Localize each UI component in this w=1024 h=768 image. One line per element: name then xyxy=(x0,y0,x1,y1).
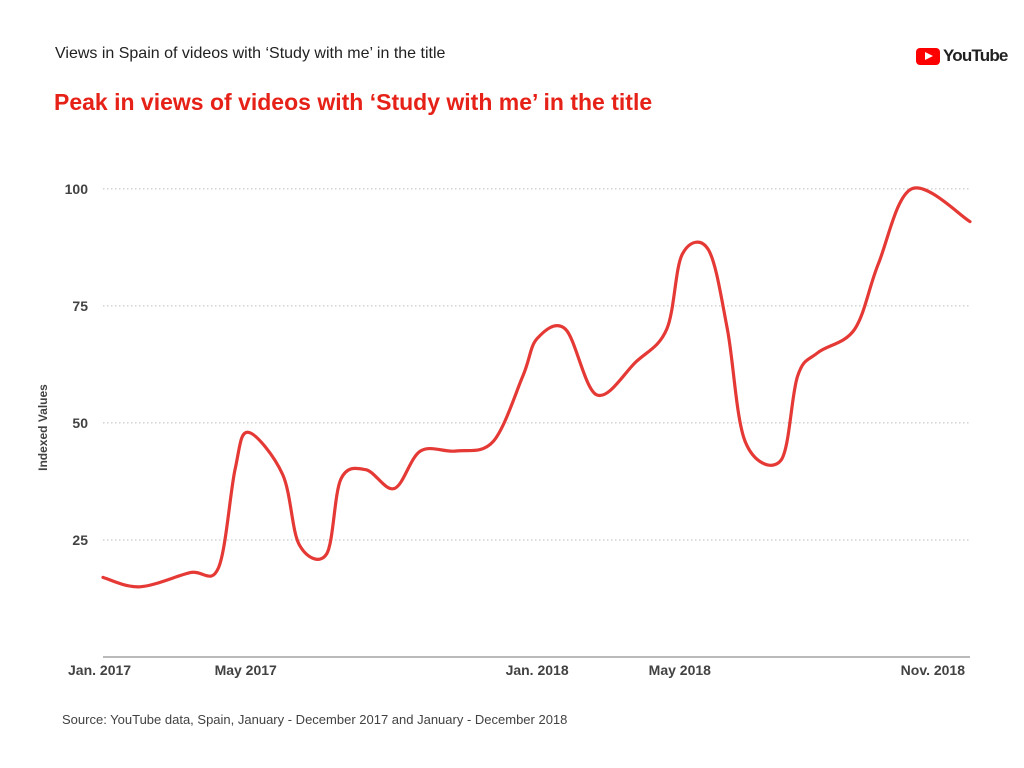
play-icon xyxy=(916,47,940,65)
chart-title: Peak in views of videos with ‘Study with… xyxy=(54,89,653,115)
x-tick-label: Jan. 2017 xyxy=(68,662,131,678)
youtube-logo-text: YouTube xyxy=(943,46,1008,65)
youtube-logo: YouTube xyxy=(916,44,1008,68)
y-tick-label-75: 75 xyxy=(72,298,88,314)
y-axis-label: Indexed Values xyxy=(36,384,50,471)
chart-subtitle: Views in Spain of videos with ‘Study wit… xyxy=(55,45,446,62)
y-tick-label-50: 50 xyxy=(72,415,88,431)
x-tick-label: Jan. 2018 xyxy=(506,662,569,678)
x-tick-label: May 2017 xyxy=(215,662,277,678)
series-line-0 xyxy=(101,186,972,589)
source-note: Source: YouTube data, Spain, January - D… xyxy=(62,712,568,727)
x-tick-label: May 2018 xyxy=(649,662,711,678)
y-tick-label-25: 25 xyxy=(72,532,88,548)
y-tick-label-100: 100 xyxy=(65,181,89,197)
line-chart: 25 50 75 100 Jan. 2017 May 2017 Jan. 2018 May 2… xyxy=(36,181,972,678)
x-tick-label: Nov. 2018 xyxy=(901,662,966,678)
